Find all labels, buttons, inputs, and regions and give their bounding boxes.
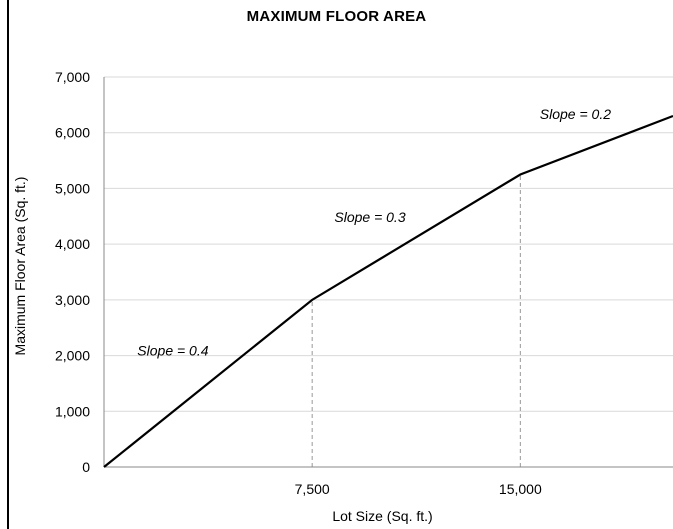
x-tick-labels: 7,500 15,000 [295,481,542,497]
gridlines [104,76,673,412]
y-tick-label: 1,000 [55,403,90,419]
y-tick-labels: 0 1,000 2,000 3,000 4,000 5,000 6,000 7,000 [55,69,90,475]
x-axis-label: Lot Size (Sq. ft.) [332,508,432,524]
slope-annotation: Slope = 0.4 [137,343,208,359]
y-axis-label: Maximum Floor Area (Sq. ft.) [12,177,28,356]
y-tick-label: 7,000 [55,69,90,85]
slope-annotation: Slope = 0.2 [540,106,611,122]
y-tick-label: 6,000 [55,125,90,141]
left-border [7,0,9,529]
x-tick-label: 7,500 [295,481,330,497]
x-tick-label: 15,000 [499,481,542,497]
chart-title: MAXIMUM FLOOR AREA [246,8,427,25]
y-tick-label: 4,000 [55,236,90,252]
series-line [103,114,673,468]
y-tick-label: 3,000 [55,292,90,308]
slope-annotation: Slope = 0.3 [334,209,405,225]
y-tick-label: 0 [82,459,90,475]
annotations: Slope = 0.4 Slope = 0.3 Slope = 0.2 [137,106,611,359]
y-tick-label: 5,000 [55,180,90,196]
y-tick-label: 2,000 [55,348,90,364]
